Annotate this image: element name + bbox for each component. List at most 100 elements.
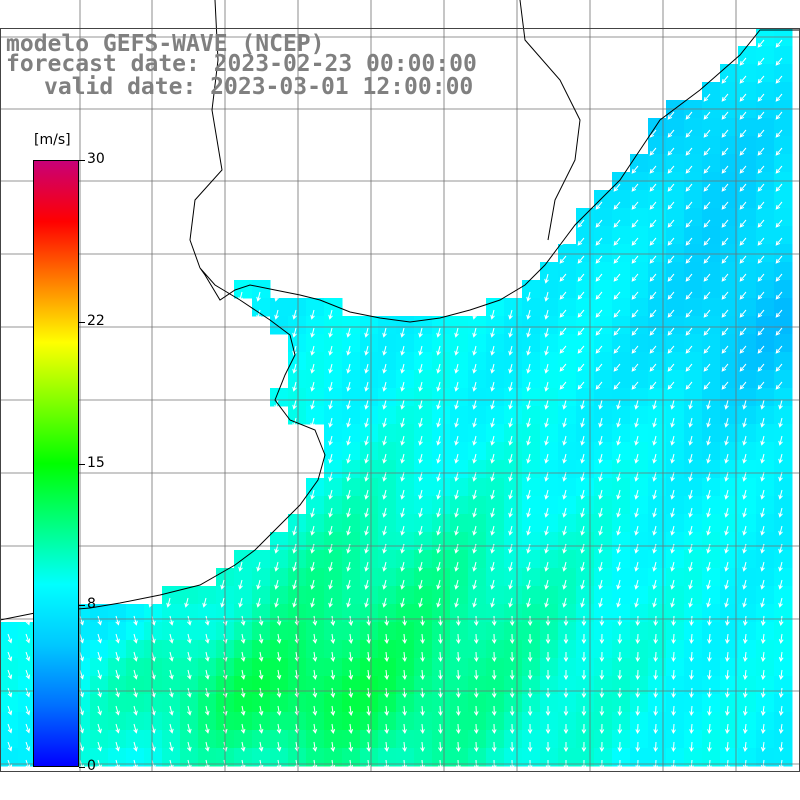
ocean-cell: [756, 640, 775, 659]
wind-arrow: [526, 507, 531, 518]
ocean-cell: [378, 730, 397, 749]
wind-arrow: [436, 507, 441, 518]
wind-arrow: [598, 417, 603, 428]
ocean-cell: [576, 568, 595, 587]
wind-arrow: [688, 507, 693, 518]
ocean-cell: [720, 496, 739, 515]
ocean-cell: [108, 730, 127, 749]
ocean-cell: [324, 532, 343, 551]
ocean-cell: [630, 622, 649, 641]
wind-arrow: [438, 651, 443, 663]
ocean-cell: [450, 748, 469, 767]
wind-arrow: [454, 417, 459, 428]
ocean-cell: [504, 442, 523, 461]
wind-arrow: [721, 291, 729, 300]
ocean-cell: [738, 460, 757, 479]
wind-arrow: [778, 525, 783, 536]
wind-arrow: [653, 651, 659, 663]
ocean-cell: [576, 676, 595, 695]
ocean-cell: [648, 586, 667, 605]
ocean-cell: [0, 748, 19, 767]
wind-arrow: [721, 237, 729, 246]
ocean-cell: [612, 586, 631, 605]
ocean-cell: [630, 604, 649, 623]
wind-arrow: [775, 129, 783, 138]
ocean-cell: [684, 298, 703, 317]
ocean-cell: [252, 640, 271, 659]
ocean-cell: [450, 352, 469, 371]
ocean-cell: [540, 586, 559, 605]
ocean-cell: [630, 406, 649, 425]
ocean-cell: [648, 604, 667, 623]
ocean-cell: [630, 712, 649, 731]
wind-arrow: [688, 435, 693, 446]
ocean-cell: [144, 694, 163, 713]
wind-arrow: [402, 615, 407, 626]
valid-date: valid date: 2023-03-01 12:00:00: [44, 74, 474, 100]
wind-arrow: [240, 669, 246, 680]
wind-arrow: [757, 309, 765, 318]
wind-arrow: [491, 669, 497, 681]
wind-arrow: [454, 453, 459, 464]
wind-arrow: [330, 669, 336, 680]
ocean-cell: [558, 424, 577, 443]
wind-arrow: [598, 561, 603, 572]
ocean-cell: [666, 640, 685, 659]
wind-arrow: [508, 309, 513, 320]
wind-arrow: [775, 39, 783, 48]
ocean-cell: [378, 622, 397, 641]
ocean-cell: [18, 640, 37, 659]
ocean-cell: [504, 658, 523, 677]
wind-arrow: [366, 615, 372, 626]
wind-arrow: [652, 489, 657, 500]
ocean-cell: [252, 586, 271, 605]
ocean-cell: [738, 64, 757, 83]
ocean-cell: [540, 478, 559, 497]
wind-arrow: [509, 633, 515, 645]
wind-arrow: [703, 345, 711, 354]
wind-arrow: [688, 543, 693, 554]
wind-arrow: [274, 309, 279, 320]
ocean-cell: [324, 388, 343, 407]
wind-arrow: [544, 327, 549, 338]
wind-arrow: [721, 201, 729, 210]
wind-arrow: [310, 489, 315, 500]
ocean-cell: [504, 352, 523, 371]
wind-arrow: [703, 327, 711, 336]
ocean-cell: [756, 226, 775, 245]
wind-arrow: [274, 561, 279, 572]
ocean-cell: [522, 370, 541, 389]
wind-arrow: [653, 687, 659, 699]
ocean-cell: [738, 496, 757, 515]
ocean-cell: [432, 370, 451, 389]
ocean-cell: [180, 712, 199, 731]
wind-arrow: [707, 669, 712, 680]
ocean-cell: [468, 316, 487, 335]
wind-arrow: [276, 723, 282, 734]
ocean-cell: [432, 748, 451, 767]
ocean-cell: [684, 118, 703, 137]
wind-arrow: [667, 291, 675, 300]
ocean-cell: [324, 406, 343, 425]
wind-arrow: [472, 471, 477, 482]
ocean-cell: [756, 442, 775, 461]
ocean-cell: [702, 460, 721, 479]
wind-arrow: [649, 363, 657, 372]
ocean-cell: [360, 388, 379, 407]
ocean-cell: [234, 730, 253, 749]
ocean-cell: [180, 586, 199, 605]
wind-arrow: [652, 579, 657, 590]
wind-arrow: [328, 507, 333, 518]
ocean-cell: [342, 478, 361, 497]
ocean-cell: [612, 496, 631, 515]
wind-arrow: [472, 543, 477, 554]
wind-arrow: [595, 201, 603, 210]
ocean-cell: [612, 226, 631, 245]
ocean-cell: [774, 370, 793, 389]
ocean-cell: [324, 496, 343, 515]
wind-arrow: [613, 345, 621, 354]
wind-arrow: [725, 759, 730, 770]
ocean-cell: [630, 424, 649, 443]
wind-arrow: [775, 291, 783, 300]
ocean-cell: [630, 460, 649, 479]
